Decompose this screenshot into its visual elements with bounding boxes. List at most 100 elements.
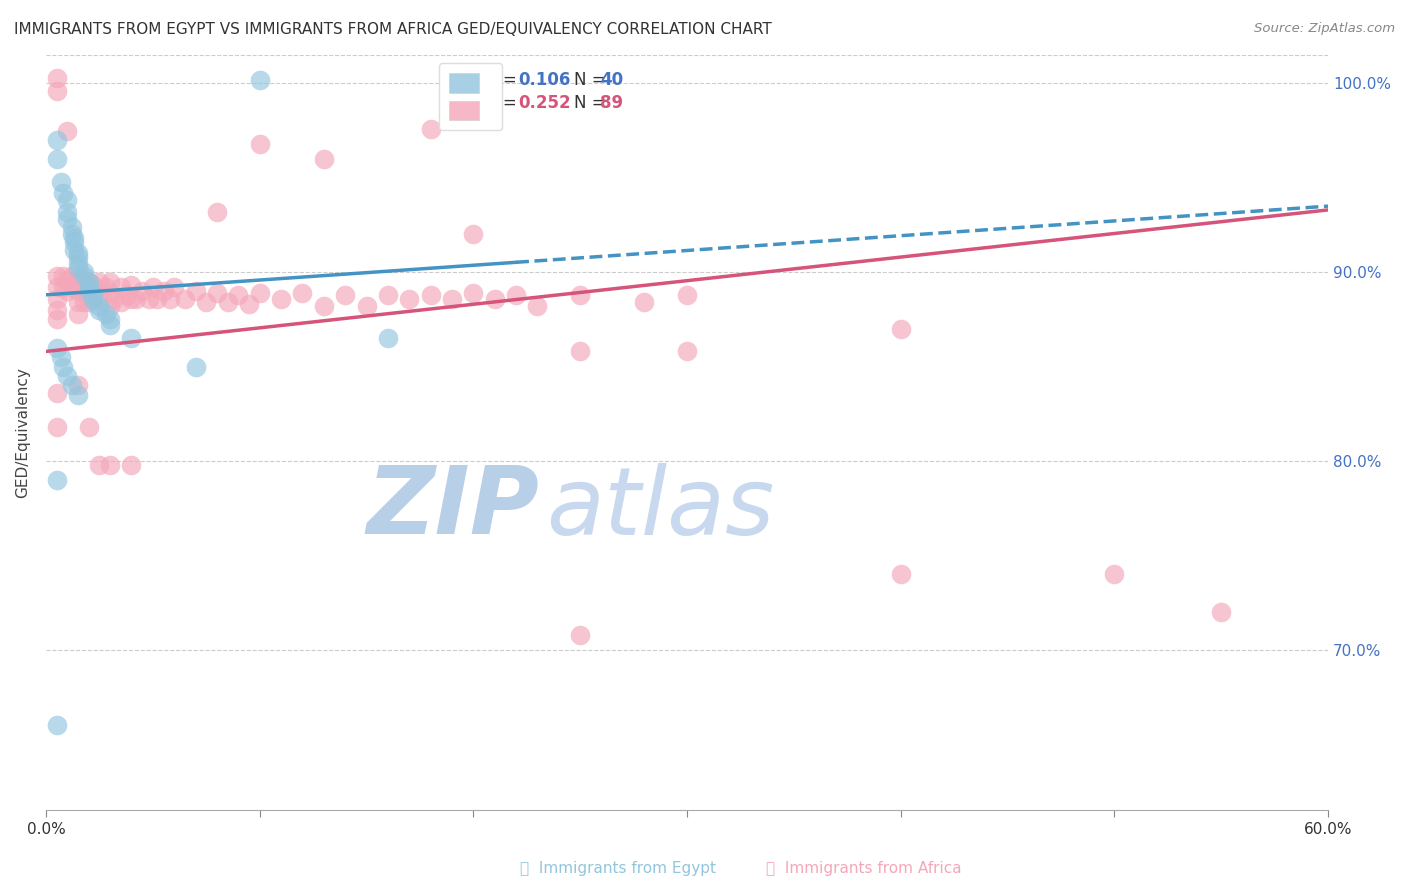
Point (89, 275, 111, 289)
Point (77, 284, 100, 298)
Point (142, 280, 165, 294)
Point (249, 72, 271, 87)
Point (484, 292, 506, 306)
Point (66, 284, 89, 298)
Point (676, 288, 699, 302)
Legend: , : , (439, 63, 502, 130)
Point (66, 250, 89, 264)
Point (569, 344, 592, 359)
Point (45, 386, 67, 401)
Point (184, 359, 207, 374)
Point (49, 175, 72, 189)
Point (77, 280, 100, 294)
Point (356, 299, 378, 313)
Point (505, 288, 527, 302)
Point (1104, 567, 1126, 582)
Point (52, 359, 75, 374)
Point (82, 278, 104, 293)
Text: R =: R = (485, 71, 522, 89)
Point (526, 299, 548, 313)
Point (66, 273, 89, 287)
Point (98, 318, 121, 332)
Point (62, 243, 84, 257)
Point (56, 212, 79, 227)
Point (66, 246, 89, 260)
Point (676, 344, 699, 359)
Point (89, 299, 111, 313)
Point (82, 293, 104, 308)
Point (73, 284, 96, 298)
Point (94, 280, 117, 294)
Point (66, 307, 89, 321)
Point (89, 285, 111, 300)
Point (73, 295, 96, 310)
Point (62, 231, 84, 245)
Point (152, 284, 174, 298)
Point (312, 299, 335, 313)
Point (226, 288, 249, 302)
Point (890, 322, 912, 336)
Point (45, 70, 67, 85)
Point (56, 204, 79, 219)
Point (66, 295, 89, 310)
Point (131, 284, 153, 298)
Point (45, 152, 67, 166)
Point (52, 186, 75, 200)
Text: ZIP: ZIP (367, 462, 540, 554)
Text: ⬛  Immigrants from Egypt: ⬛ Immigrants from Egypt (520, 861, 716, 876)
Point (56, 284, 79, 298)
Point (77, 295, 100, 310)
Point (249, 136, 271, 151)
Point (463, 227, 485, 242)
Text: ⬛  Immigrants from Africa: ⬛ Immigrants from Africa (766, 861, 962, 876)
Point (56, 369, 79, 384)
Point (120, 331, 142, 345)
Point (249, 285, 271, 300)
Point (45, 341, 67, 355)
Point (173, 292, 195, 306)
Point (103, 292, 125, 306)
Point (94, 307, 117, 321)
Point (569, 288, 592, 302)
Point (45, 420, 67, 434)
Point (77, 275, 100, 289)
Point (45, 133, 67, 147)
Point (52, 268, 75, 283)
Point (120, 458, 142, 472)
Point (60, 268, 83, 283)
Point (73, 273, 96, 287)
Point (45, 473, 67, 487)
Point (45, 280, 67, 294)
Point (291, 285, 314, 300)
Point (49, 350, 72, 364)
Point (98, 285, 121, 300)
Point (890, 567, 912, 582)
Point (312, 152, 335, 166)
Point (98, 275, 121, 289)
Point (195, 295, 218, 310)
Text: IMMIGRANTS FROM EGYPT VS IMMIGRANTS FROM AFRICA GED/EQUIVALENCY CORRELATION CHAR: IMMIGRANTS FROM EGYPT VS IMMIGRANTS FROM… (14, 22, 772, 37)
Text: 89: 89 (600, 94, 623, 112)
Point (419, 121, 441, 136)
Text: 40: 40 (600, 71, 623, 89)
Point (45, 718, 67, 732)
Point (110, 280, 132, 294)
Point (205, 204, 228, 219)
Point (125, 292, 148, 306)
Point (98, 458, 121, 472)
Point (463, 285, 485, 300)
Point (217, 295, 239, 310)
Point (60, 378, 83, 392)
Point (73, 268, 96, 283)
Point (163, 280, 186, 294)
Point (270, 292, 292, 306)
Point (60, 280, 83, 294)
Point (89, 302, 111, 317)
Point (82, 288, 104, 302)
Y-axis label: GED/Equivalency: GED/Equivalency (15, 368, 30, 498)
Point (45, 312, 67, 326)
Point (440, 292, 463, 306)
Point (377, 288, 399, 302)
Point (205, 285, 228, 300)
Point (110, 295, 132, 310)
